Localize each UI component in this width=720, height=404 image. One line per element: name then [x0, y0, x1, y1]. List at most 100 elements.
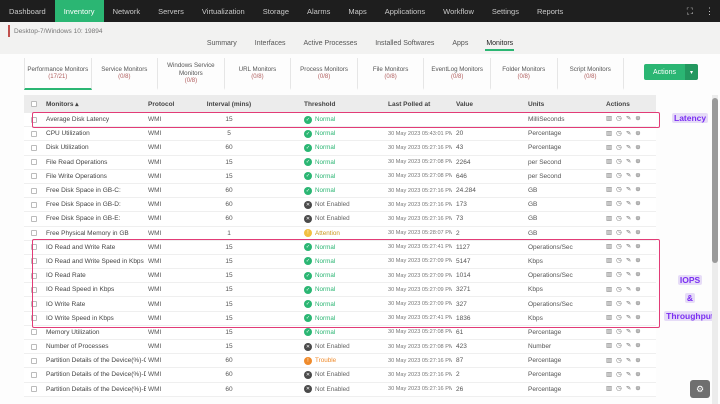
nav-item-workflow[interactable]: Workflow — [443, 6, 474, 16]
monitor-name[interactable]: Free Physical Memory in GB — [46, 229, 129, 237]
monitor-name[interactable]: Partition Details of the Device(%)-E: — [46, 385, 146, 393]
monitor-name[interactable]: Memory Utilization — [46, 328, 100, 336]
nav-item-network[interactable]: Network — [112, 6, 141, 16]
delete-icon[interactable]: ⊕ — [635, 158, 641, 165]
history-icon[interactable]: ◷ — [616, 314, 622, 321]
table-row[interactable]: Average Disk Latency WMI 15 ✓ Normal Mil… — [24, 113, 656, 128]
graph-icon[interactable]: ▥ — [606, 244, 613, 251]
delete-icon[interactable]: ⊕ — [635, 229, 641, 236]
history-icon[interactable]: ◷ — [616, 201, 622, 208]
monitor-tab-script-monitors[interactable]: Script Monitors (0/8) — [558, 58, 625, 90]
edit-icon[interactable]: ✎ — [625, 116, 632, 123]
table-row[interactable]: Free Disk Space in GB-C: WMI 60 ✓ Normal… — [24, 183, 656, 199]
history-icon[interactable]: ◷ — [616, 144, 622, 151]
tab-apps[interactable]: Apps — [452, 39, 469, 47]
table-row[interactable]: CPU Utilization WMI 5 ✓ Normal 30 May 20… — [24, 127, 656, 142]
delete-icon[interactable]: ⊕ — [635, 272, 641, 279]
row-checkbox[interactable] — [31, 315, 37, 322]
monitor-name[interactable]: Average Disk Latency — [46, 116, 110, 124]
history-icon[interactable]: ◷ — [616, 258, 622, 265]
history-icon[interactable]: ◷ — [616, 272, 622, 279]
edit-icon[interactable]: ✎ — [625, 357, 632, 364]
row-checkbox[interactable] — [31, 173, 37, 180]
monitor-tab-eventlog-monitors[interactable]: EventLog Monitors (0/8) — [424, 58, 491, 90]
table-row[interactable]: Partition Details of the Device(%)-C: WM… — [24, 354, 656, 369]
history-icon[interactable]: ◷ — [616, 329, 622, 336]
column-last-polled[interactable]: Last Polled at — [388, 100, 431, 108]
table-row[interactable]: IO Read and Write Speed in Kbps WMI 15 ✓… — [24, 254, 656, 270]
delete-icon[interactable]: ⊕ — [635, 371, 641, 378]
edit-icon[interactable]: ✎ — [625, 201, 632, 208]
monitor-name[interactable]: IO Write Speed in Kbps — [46, 314, 114, 322]
edit-icon[interactable]: ✎ — [625, 286, 632, 293]
edit-icon[interactable]: ✎ — [625, 158, 632, 165]
edit-icon[interactable]: ✎ — [625, 173, 632, 180]
monitor-name[interactable]: Free Disk Space in GB-D: — [46, 201, 121, 209]
edit-icon[interactable]: ✎ — [625, 215, 632, 222]
history-icon[interactable]: ◷ — [616, 371, 622, 378]
delete-icon[interactable]: ⊕ — [635, 173, 641, 180]
history-icon[interactable]: ◷ — [616, 116, 622, 123]
row-checkbox[interactable] — [31, 357, 37, 364]
table-row[interactable]: Partition Details of the Device(%)-D: WM… — [24, 368, 656, 383]
graph-icon[interactable]: ▥ — [606, 130, 613, 137]
actions-button-label[interactable]: Actions — [644, 64, 685, 80]
monitor-name[interactable]: Partition Details of the Device(%)-D: — [46, 371, 146, 379]
monitor-name[interactable]: File Read Operations — [46, 158, 108, 166]
row-checkbox[interactable] — [31, 230, 37, 237]
nav-item-inventory[interactable]: Inventory — [54, 0, 104, 22]
column-value[interactable]: Value — [456, 100, 473, 108]
table-row[interactable]: IO Read and Write Rate WMI 15 ✓ Normal 3… — [24, 240, 656, 255]
history-icon[interactable]: ◷ — [616, 385, 622, 392]
edit-icon[interactable]: ✎ — [625, 244, 632, 251]
scrollbar-thumb[interactable] — [712, 98, 718, 263]
tab-summary[interactable]: Summary — [206, 39, 237, 47]
history-icon[interactable]: ◷ — [616, 357, 622, 364]
table-row[interactable]: IO Read Rate WMI 15 ✓ Normal 30 May 2023… — [24, 269, 656, 284]
table-row[interactable]: Free Physical Memory in GB WMI 1 ! Atten… — [24, 226, 656, 241]
graph-icon[interactable]: ▥ — [606, 201, 613, 208]
monitor-name[interactable]: IO Read and Write Speed in Kbps — [46, 257, 144, 265]
graph-icon[interactable]: ▥ — [606, 258, 613, 265]
delete-icon[interactable]: ⊕ — [635, 300, 641, 307]
graph-icon[interactable]: ▥ — [606, 272, 613, 279]
row-checkbox[interactable] — [31, 201, 37, 208]
delete-icon[interactable]: ⊕ — [635, 286, 641, 293]
history-icon[interactable]: ◷ — [616, 158, 622, 165]
row-checkbox[interactable] — [31, 343, 37, 350]
monitor-name[interactable]: IO Read Speed in Kbps — [46, 286, 115, 294]
select-all-checkbox[interactable] — [31, 101, 37, 107]
delete-icon[interactable]: ⊕ — [635, 329, 641, 336]
history-icon[interactable]: ◷ — [616, 343, 622, 350]
graph-icon[interactable]: ▥ — [606, 187, 613, 194]
graph-icon[interactable]: ▥ — [606, 116, 613, 123]
delete-icon[interactable]: ⊕ — [635, 215, 641, 222]
delete-icon[interactable]: ⊕ — [635, 258, 641, 265]
monitor-tab-service-monitors[interactable]: Service Monitors (0/8) — [92, 58, 159, 90]
edit-icon[interactable]: ✎ — [625, 144, 632, 151]
monitor-tab-file-monitors[interactable]: File Monitors (0/8) — [358, 58, 425, 90]
tab-monitors[interactable]: Monitors — [485, 38, 515, 51]
tab-interfaces[interactable]: Interfaces — [254, 39, 286, 47]
delete-icon[interactable]: ⊕ — [635, 314, 641, 321]
table-row[interactable]: IO Read Speed in Kbps WMI 15 ✓ Normal 30… — [24, 283, 656, 298]
graph-icon[interactable]: ▥ — [606, 229, 613, 236]
nav-item-maps[interactable]: Maps — [348, 6, 367, 16]
history-icon[interactable]: ◷ — [616, 229, 622, 236]
graph-icon[interactable]: ▥ — [606, 158, 613, 165]
table-row[interactable]: File Write Operations WMI 15 ✓ Normal 30… — [24, 169, 656, 184]
row-checkbox[interactable] — [31, 258, 37, 265]
tab-installed-softwares[interactable]: Installed Softwares — [375, 39, 435, 47]
row-checkbox[interactable] — [31, 144, 37, 151]
monitor-tab-windows-service-monitors[interactable]: Windows Service Monitors (0/8) — [158, 58, 225, 90]
row-checkbox[interactable] — [31, 187, 37, 194]
edit-icon[interactable]: ✎ — [625, 187, 632, 194]
table-row[interactable]: File Read Operations WMI 15 ✓ Normal 30 … — [24, 155, 656, 170]
delete-icon[interactable]: ⊕ — [635, 343, 641, 350]
nav-item-dashboard[interactable]: Dashboard — [9, 6, 46, 16]
row-checkbox[interactable] — [31, 386, 37, 393]
edit-icon[interactable]: ✎ — [625, 272, 632, 279]
monitor-name[interactable]: Free Disk Space in GB-E: — [46, 215, 121, 223]
row-checkbox[interactable] — [31, 371, 37, 378]
table-row[interactable]: Free Disk Space in GB-D: WMI 60 ✕ Not En… — [24, 198, 656, 213]
